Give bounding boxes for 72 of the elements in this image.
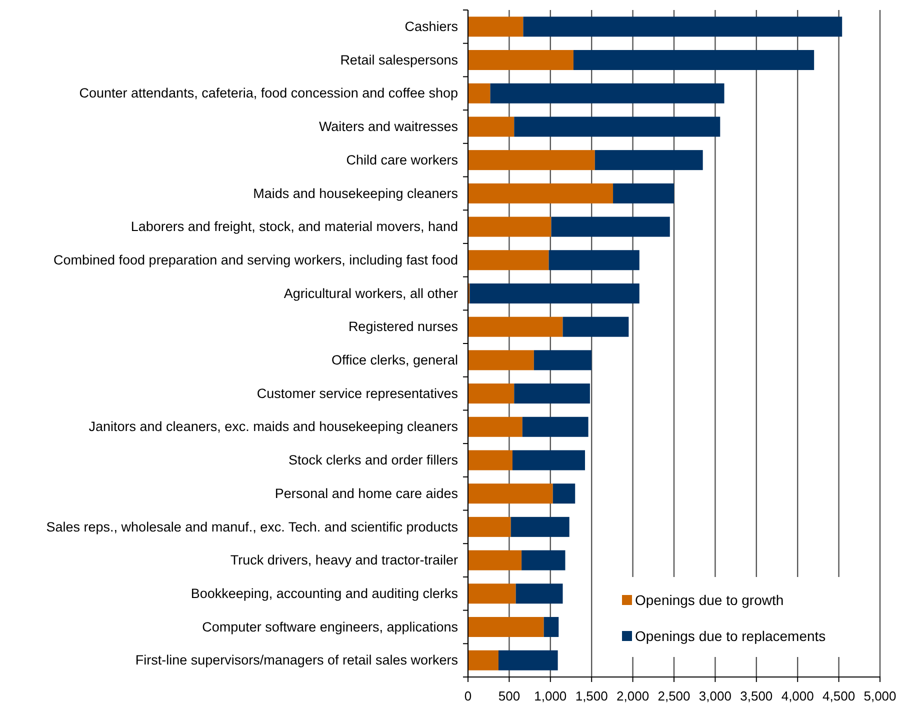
y-tick-label: Laborers and freight, stock, and material movers, hand [130, 219, 458, 234]
bar [468, 316, 563, 337]
bar [512, 450, 586, 470]
bar [490, 83, 724, 104]
bar [468, 183, 614, 204]
bar [468, 584, 516, 604]
x-tick-label: 1,500 [575, 688, 608, 704]
bar [468, 83, 490, 104]
y-tick-label: Bookkeeping, accounting and auditing clerks [190, 586, 458, 601]
y-tick-label: Customer service representatives [256, 386, 458, 401]
y-tick-label: Agricultural workers, all other [284, 286, 458, 301]
y-tick-label: Computer software engineers, applications [202, 619, 458, 634]
y-tick-label: First-line supervisors/managers of retail sales workers [135, 652, 458, 668]
bar [468, 550, 522, 570]
x-tick-label: 4,000 [781, 688, 814, 704]
y-tick-label: Truck drivers, heavy and tractor-trailer [230, 552, 458, 568]
y-tick-label: Stock clerks and order fillers [288, 452, 458, 468]
bar [468, 616, 544, 637]
bar [498, 650, 558, 670]
bar [522, 416, 588, 437]
bar [522, 550, 566, 570]
y-tick-label: Janitors and cleaners, exc. maids and housekeeping cleaners [88, 419, 458, 434]
x-tick-label: 2,500 [658, 688, 690, 704]
bar [523, 16, 842, 37]
y-tick-label: Retail salespersons [340, 52, 458, 68]
x-tick-label: 1,000 [534, 688, 567, 704]
bar [468, 416, 522, 437]
x-tick-label: 5,000 [864, 688, 896, 704]
bar [552, 484, 576, 504]
x-tick-label: 0 [464, 688, 472, 704]
bar [544, 616, 559, 637]
y-tick-label: Cashiers [404, 18, 458, 34]
bar [573, 50, 814, 70]
x-tick-label: 3,500 [740, 688, 773, 704]
x-tick-label: 4,500 [822, 688, 856, 704]
bar [613, 183, 674, 204]
bar [516, 584, 563, 604]
bar [468, 484, 553, 504]
y-tick-label: Waiters and waitresses [318, 119, 458, 134]
legend-label: Openings due to growth [635, 592, 784, 608]
y-tick-label: Child care workers [346, 152, 458, 168]
bar [470, 283, 640, 304]
y-tick-label: Personal and home care aides [274, 486, 458, 501]
y-tick-label: Maids and housekeeping cleaners [253, 186, 458, 201]
x-tick-label: 2,000 [616, 688, 650, 704]
x-tick-label: 500 [498, 688, 520, 704]
bar [468, 50, 574, 70]
x-tick-label: 3,000 [698, 688, 732, 704]
bar [468, 150, 595, 170]
bar [510, 516, 570, 537]
bar [551, 216, 670, 237]
bar [468, 516, 511, 537]
bar [562, 316, 629, 337]
bar [468, 450, 512, 470]
bar [594, 150, 703, 170]
y-tick-label: Office clerks, general [331, 352, 458, 368]
bar [548, 250, 640, 270]
bar [468, 350, 534, 370]
bar [468, 384, 514, 404]
bar [534, 350, 592, 370]
y-tick-label: Registered nurses [348, 319, 458, 334]
legend-label: Openings due to replacements [635, 628, 826, 644]
bar [514, 384, 590, 404]
bar [468, 116, 514, 137]
bar [468, 16, 524, 37]
bar [468, 216, 552, 237]
bar [514, 116, 720, 137]
y-tick-label: Sales reps., wholesale and manuf., exc. Tech. and scientific products [46, 519, 458, 534]
bar [468, 650, 498, 670]
bar [468, 250, 549, 270]
y-tick-label: Counter attendants, cafeteria, food concession and coffee shop [79, 86, 458, 101]
y-tick-label: Combined food preparation and serving workers, including fast food [54, 252, 458, 268]
